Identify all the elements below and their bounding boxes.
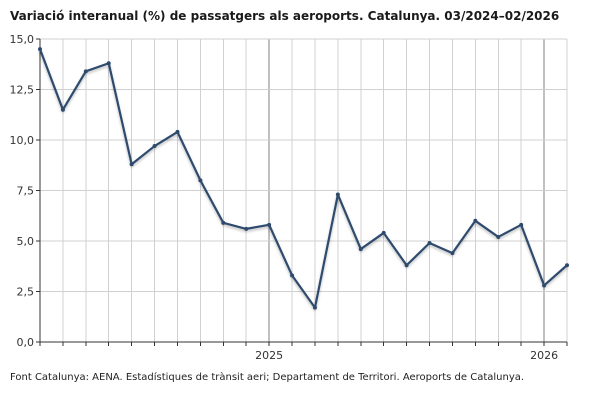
axes xyxy=(36,38,568,346)
data-point xyxy=(60,107,65,112)
data-point xyxy=(106,61,111,66)
y-tick-label: 2,5 xyxy=(17,286,35,299)
data-point xyxy=(198,178,203,183)
series-line xyxy=(38,47,569,309)
tick-labels: 0,0 2,5 5,0 7,5 10,0 12,5 15,0 2025 2026 xyxy=(10,33,559,362)
data-point xyxy=(358,247,363,252)
data-point xyxy=(221,220,226,225)
data-point xyxy=(129,162,134,167)
data-point xyxy=(404,263,409,268)
source-note: Font Catalunya: AENA. Estadístiques de t… xyxy=(10,372,525,383)
data-point xyxy=(267,222,272,227)
data-point xyxy=(335,192,340,197)
y-tick-label: 15,0 xyxy=(10,33,35,46)
y-tick-label: 12,5 xyxy=(10,84,35,97)
x-tick-label: 2025 xyxy=(255,349,283,362)
data-point xyxy=(473,218,478,223)
data-point xyxy=(542,283,547,288)
series-primary xyxy=(38,47,569,310)
grid xyxy=(40,38,568,342)
data-point xyxy=(496,234,501,239)
data-point xyxy=(175,129,180,134)
x-tick-label: 2026 xyxy=(530,349,558,362)
y-tick-label: 5,0 xyxy=(17,235,35,248)
data-point xyxy=(427,241,432,246)
data-point xyxy=(312,305,317,310)
data-point xyxy=(38,47,42,52)
data-point xyxy=(565,263,569,268)
y-tick-label: 0,0 xyxy=(17,336,35,349)
data-point xyxy=(244,226,249,231)
data-point xyxy=(450,251,455,256)
data-point xyxy=(152,144,157,149)
y-tick-label: 7,5 xyxy=(17,185,35,198)
data-point xyxy=(519,222,524,227)
y-tick-label: 10,0 xyxy=(10,134,35,147)
data-point xyxy=(290,273,295,278)
data-point xyxy=(83,69,88,74)
data-point xyxy=(381,230,386,235)
chart-title: Variació interanual (%) de passatgers al… xyxy=(10,9,560,23)
